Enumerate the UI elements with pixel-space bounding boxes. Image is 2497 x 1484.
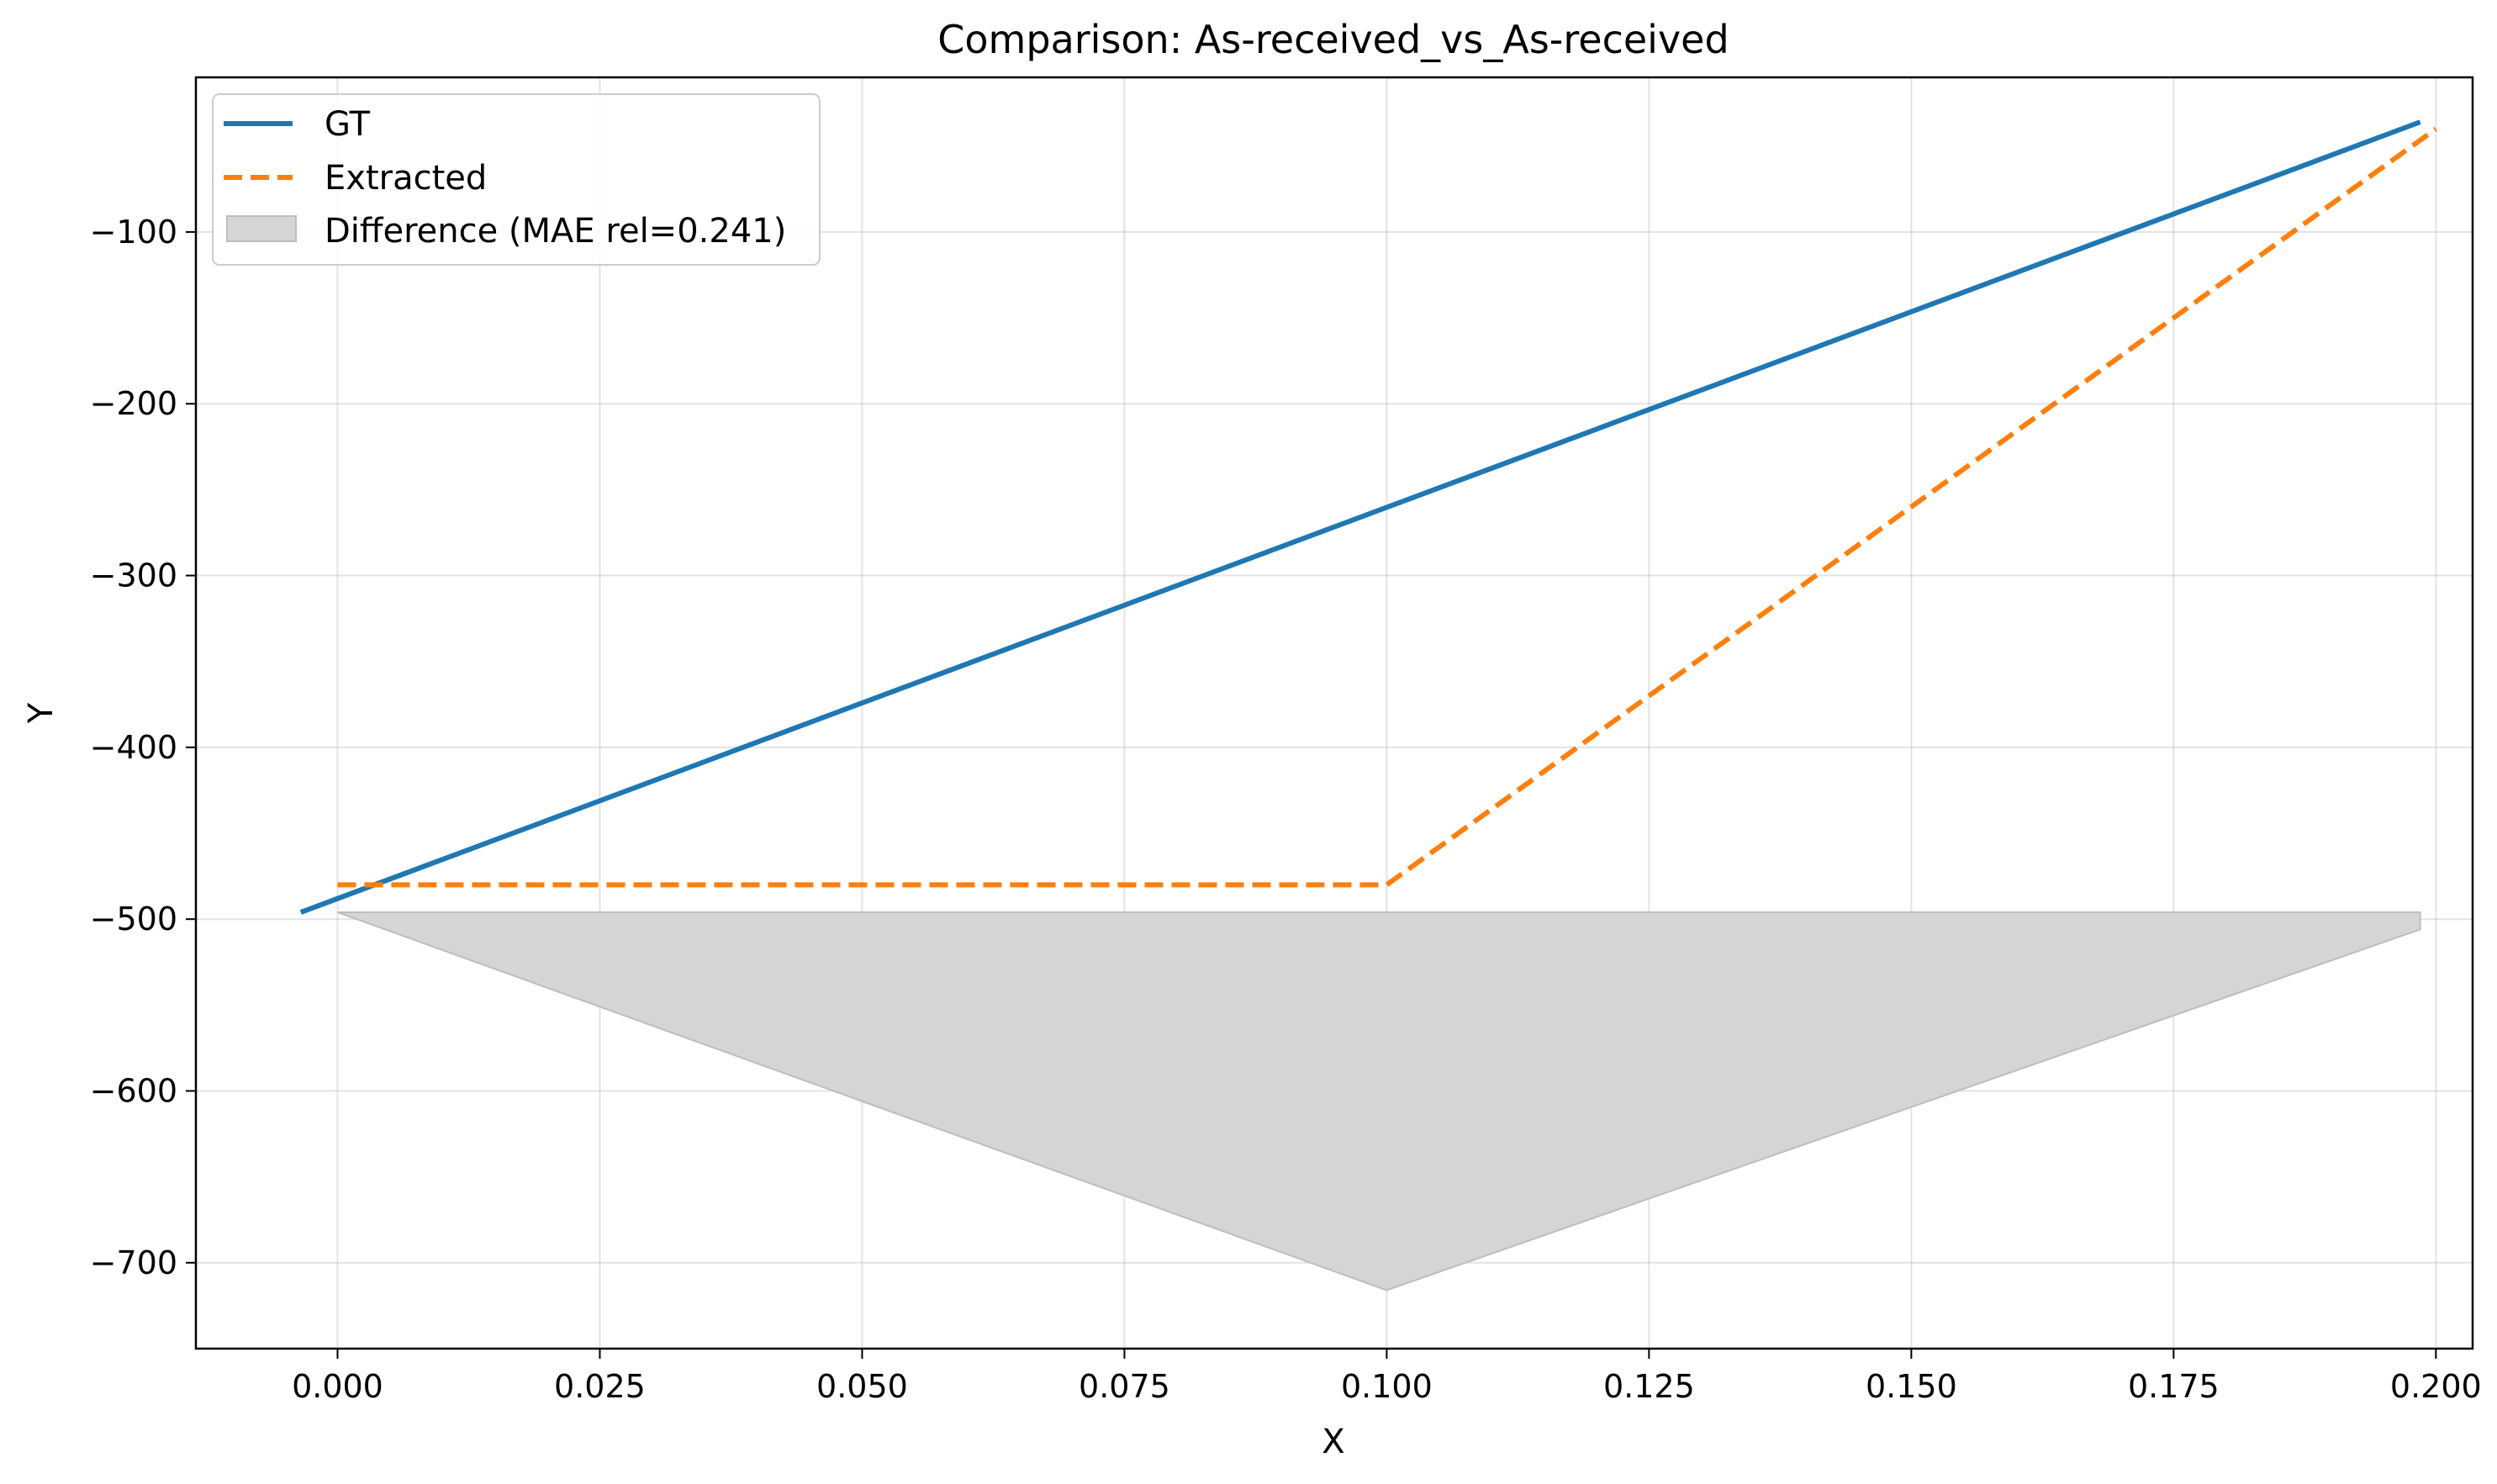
x-tick-label: 0.150 [1866, 1368, 1957, 1405]
series-line-extracted [337, 126, 2438, 888]
y-tick-label: −500 [90, 900, 177, 937]
y-axis-label: Y [22, 702, 61, 724]
x-tick-label: 0.075 [1079, 1368, 1170, 1405]
y-tick-label: −200 [90, 385, 177, 422]
y-axis-ticks: −100 −200 −300 −400 −500 −600 −700 [90, 214, 196, 1281]
y-tick-label: −100 [90, 214, 177, 251]
legend: GT Extracted Difference (MAE rel=0.241) [212, 93, 821, 266]
x-axis-label: X [1322, 1423, 1344, 1461]
x-tick-label: 0.100 [1341, 1368, 1433, 1405]
x-axis-ticks: 0.000 0.025 0.050 0.075 0.100 0.125 0.150 0.175… [292, 1349, 2482, 1405]
y-tick-label: −600 [90, 1073, 177, 1110]
y-tick-label: −400 [90, 729, 177, 766]
x-tick-label: 0.050 [816, 1368, 908, 1405]
series-line-gt [299, 119, 2421, 915]
x-tick-label: 0.200 [2390, 1368, 2482, 1405]
legend-extracted-label: Extracted [325, 159, 487, 198]
y-tick-label: −700 [90, 1244, 177, 1281]
legend-gt-label: GT [325, 105, 371, 144]
legend-difference-swatch [226, 215, 297, 242]
series-layer [299, 119, 2438, 915]
legend-box [212, 93, 821, 266]
difference-area [337, 911, 2421, 1291]
y-tick-label: −300 [90, 557, 177, 594]
x-tick-label: 0.000 [292, 1368, 383, 1405]
legend-difference-label: Difference (MAE rel=0.241) [325, 212, 786, 251]
x-tick-label: 0.175 [2128, 1368, 2220, 1405]
difference-area-layer [337, 911, 2421, 1291]
x-tick-label: 0.125 [1603, 1368, 1695, 1405]
chart-title: Comparison: As-received_vs_As-received [937, 17, 1729, 62]
plot-frame [194, 76, 2474, 1350]
x-tick-label: 0.025 [554, 1368, 646, 1405]
